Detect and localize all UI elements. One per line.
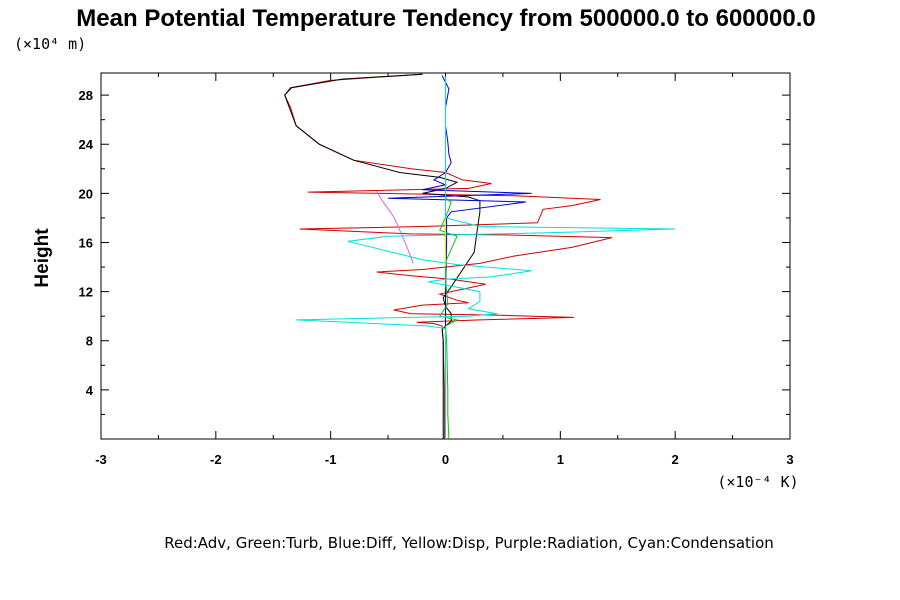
chart-title: Mean Potential Temperature Tendency from… [76, 5, 815, 32]
series-group [284, 73, 676, 440]
series-line-0 [284, 73, 613, 439]
y-unit-label: (×10⁴ m) [14, 35, 86, 53]
y-tick-label: 4 [86, 383, 94, 398]
x-tick-label: -2 [210, 452, 222, 467]
y-tick-label: 8 [86, 334, 93, 349]
series-line-1 [284, 73, 481, 439]
x-tick-label: 1 [557, 452, 564, 467]
x-tick-label: -3 [95, 452, 107, 467]
x-tick-label: 0 [442, 452, 449, 467]
x-tick-label: 2 [672, 452, 679, 467]
x-tick-label: 3 [786, 452, 793, 467]
x-tick-label: -1 [325, 452, 337, 467]
y-tick-label: 16 [79, 235, 93, 250]
legend-note: Red:Adv, Green:Turb, Blue:Diff, Yellow:D… [164, 534, 774, 552]
series-line-5 [376, 190, 414, 264]
x-unit-label: (×10⁻⁴ K) [717, 473, 798, 491]
y-axis-label: Height [32, 228, 53, 288]
y-tick-label: 28 [79, 88, 93, 103]
y-tick-label: 24 [79, 137, 94, 152]
y-tick-label: 20 [79, 186, 93, 201]
y-tick-label: 12 [79, 285, 93, 300]
series-line-6 [296, 76, 676, 439]
